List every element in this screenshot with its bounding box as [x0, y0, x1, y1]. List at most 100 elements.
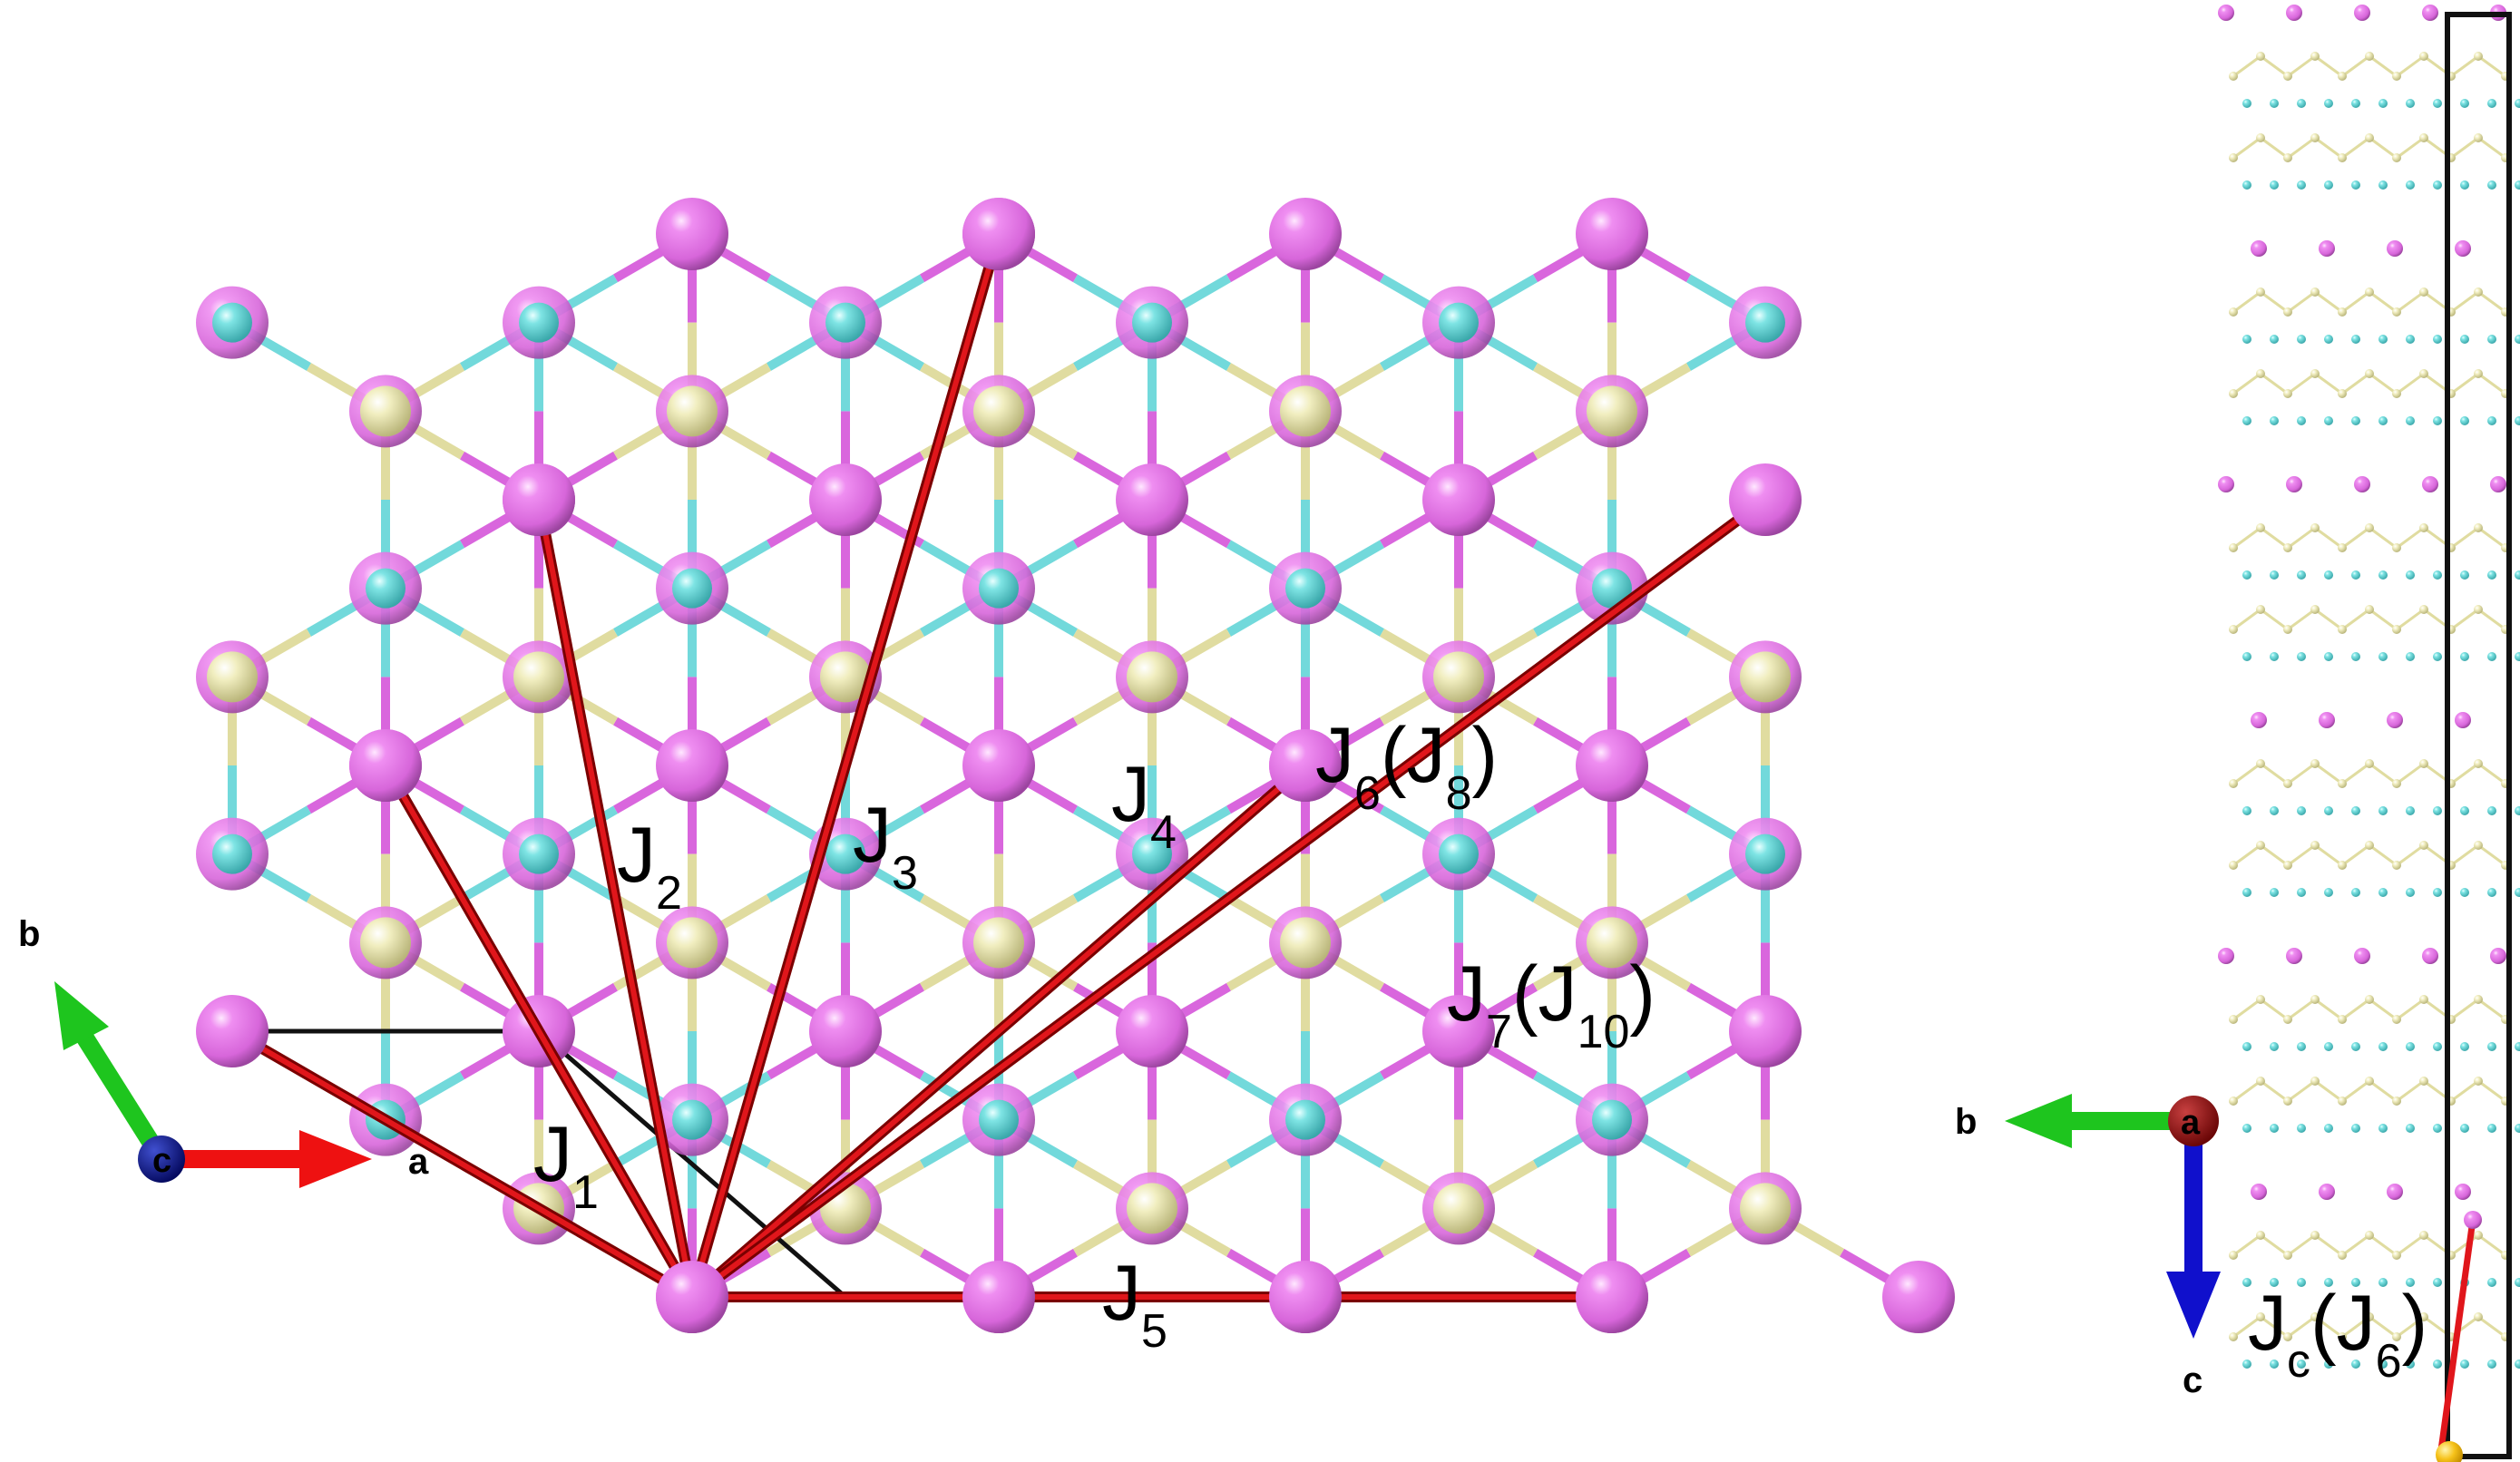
side-cyan-atom [2460, 335, 2469, 344]
side-cyan-atom [2297, 1278, 2306, 1287]
label-j6-j8: J6(J8) [1315, 712, 1498, 820]
side-cyan-atom [2242, 180, 2251, 190]
side-bond [2341, 526, 2370, 550]
cream-atom [1127, 651, 1177, 703]
side-bond [2341, 998, 2370, 1021]
side-cyan-atom [2433, 335, 2442, 344]
side-cyan-atom [2515, 1278, 2520, 1287]
side-cyan-atom [2433, 570, 2442, 580]
cyan-atom [519, 833, 559, 874]
side-cyan-atom [2351, 1278, 2360, 1287]
cell-edge [537, 1029, 847, 1299]
side-cyan-atom [2460, 416, 2469, 425]
side-cream-atom [2338, 1251, 2347, 1260]
magenta-atom [656, 729, 728, 802]
side-cyan-atom [2297, 335, 2306, 344]
side-bond [2477, 1079, 2506, 1103]
side-bond [2341, 762, 2370, 785]
side-cyan-atom [2242, 1124, 2251, 1133]
side-cream-atom [2365, 605, 2374, 614]
side-bond [2232, 1233, 2261, 1257]
side-bond [2314, 998, 2343, 1021]
side-bond [2396, 1315, 2425, 1339]
side-cream-atom [2392, 1332, 2401, 1341]
side-magenta-atom [2319, 712, 2335, 728]
side-cream-atom [2310, 523, 2320, 532]
side-bond [2232, 1315, 2261, 1339]
b-axis-arrow-shaft [70, 1021, 170, 1165]
side-cream-atom [2419, 133, 2428, 142]
side-bond [2287, 608, 2316, 631]
side-bond [2260, 843, 2289, 867]
cyan-atom [1745, 302, 1785, 343]
side-cyan-atom [2297, 1360, 2306, 1369]
magenta-atom [503, 463, 575, 536]
side-cream-atom [2365, 369, 2374, 378]
side-bond [2477, 136, 2506, 160]
side-magenta-atom [2319, 1184, 2335, 1200]
magenta-atom [1116, 995, 1188, 1067]
side-cyan-atom [2351, 888, 2360, 897]
magenta-atom [656, 198, 728, 270]
side-cyan-atom [2351, 652, 2360, 661]
cyan-atom [979, 568, 1019, 609]
side-cyan-atom [2460, 1124, 2469, 1133]
side-cream-atom [2310, 605, 2320, 614]
side-cream-atom [2392, 543, 2401, 552]
side-cream-atom [2365, 759, 2374, 768]
side-magenta-atom [2251, 1184, 2267, 1200]
cream-atom [513, 651, 564, 703]
side-cyan-atom [2487, 1042, 2496, 1051]
side-cyan-atom [2270, 180, 2279, 190]
side-cream-atom [2338, 1015, 2347, 1024]
side-cyan-atom [2433, 99, 2442, 108]
side-cyan-atom [2515, 652, 2520, 661]
side-cream-atom [2365, 288, 2374, 297]
cyan-atom [519, 302, 559, 343]
side-bond [2369, 843, 2398, 867]
side-cream-atom [2310, 841, 2320, 850]
side-cyan-atom [2515, 570, 2520, 580]
side-bond [2314, 608, 2343, 631]
side-bond [2341, 372, 2370, 395]
side-magenta-atom [2387, 712, 2403, 728]
side-cyan-atom [2351, 1042, 2360, 1051]
side-cyan-atom [2324, 652, 2333, 661]
magenta-atom [1576, 198, 1648, 270]
side-bond [2450, 1233, 2479, 1257]
jc-end-atom [2464, 1211, 2482, 1229]
side-magenta-atom [2387, 1184, 2403, 1200]
side-cream-atom [2419, 523, 2428, 532]
side-bond [2369, 136, 2398, 160]
side-bond [2260, 372, 2289, 395]
side-cyan-atom [2460, 99, 2469, 108]
side-cream-atom [2283, 779, 2292, 788]
side-cyan-atom [2487, 180, 2496, 190]
side-cyan-atom [2433, 652, 2442, 661]
side-cream-atom [2256, 841, 2265, 850]
side-bond [2232, 54, 2261, 78]
side-magenta-atom [2455, 712, 2471, 728]
exchange-labels: J1 J2 J3 J4 J5 J6(J8) J7(J10) [533, 712, 1656, 1358]
side-bond [2450, 762, 2479, 785]
side-cream-atom [2229, 861, 2238, 870]
side-cyan-atom [2433, 888, 2442, 897]
side-cream-atom [2365, 841, 2374, 850]
side-cyan-atom [2297, 806, 2306, 815]
side-cyan-atom [2378, 180, 2388, 190]
side-cream-atom [2310, 1312, 2320, 1321]
side-cream-atom [2392, 72, 2401, 81]
side-cream-atom [2419, 759, 2428, 768]
side-cyan-atom [2460, 570, 2469, 580]
side-magenta-atom [2422, 5, 2438, 21]
side-bond [2287, 843, 2316, 867]
side-cyan-atom [2515, 1042, 2520, 1051]
side-cream-atom [2392, 1096, 2401, 1106]
side-cyan-atom [2460, 1360, 2469, 1369]
side-bond [2314, 290, 2343, 314]
side-cream-atom [2229, 307, 2238, 317]
label-jc-j6: Jc(J6) [2248, 1280, 2427, 1388]
cream-atom [1127, 1183, 1177, 1234]
side-cyan-atom [2378, 1278, 2388, 1287]
side-cream-atom [2229, 153, 2238, 162]
